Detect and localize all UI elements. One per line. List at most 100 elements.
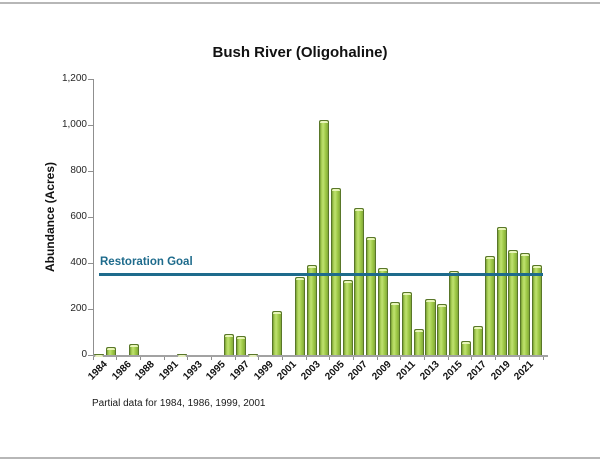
bar-top-highlight <box>177 355 186 358</box>
bar-1997 <box>236 336 247 355</box>
bar-top-highlight <box>355 208 364 211</box>
x-tick-label-2001: 2001 <box>275 359 300 383</box>
x-tick-label-1988: 1988 <box>133 359 158 383</box>
bar-2010 <box>389 302 400 355</box>
y-axis-tick-800 <box>88 170 93 172</box>
restoration-goal-line <box>99 273 543 277</box>
x-axis-tick <box>210 356 212 360</box>
bar-2008 <box>366 236 377 355</box>
bar-2019 <box>496 227 507 355</box>
x-axis-tick <box>116 356 118 360</box>
x-axis-tick <box>353 356 355 360</box>
bar-top-highlight <box>272 312 281 315</box>
x-tick-label-2011: 2011 <box>394 359 418 383</box>
top-divider <box>0 2 600 4</box>
bar-1987 <box>129 343 140 355</box>
bar-top-highlight <box>296 277 305 280</box>
x-axis-tick <box>471 356 473 360</box>
bar-2021 <box>520 252 531 355</box>
bar-top-highlight <box>438 305 447 308</box>
bar-2005 <box>330 188 341 355</box>
bar-2003 <box>307 265 318 355</box>
x-tick-label-1991: 1991 <box>157 359 181 383</box>
x-axis-tick <box>234 356 236 360</box>
x-tick-label-2003: 2003 <box>299 359 323 383</box>
bar-top-highlight <box>237 337 246 340</box>
bar-2020 <box>508 250 519 355</box>
bar-2016 <box>461 341 472 355</box>
bar-top-highlight <box>462 342 471 345</box>
y-axis-tick-1,200 <box>88 78 93 80</box>
x-axis-tick <box>542 356 544 360</box>
bar-top-highlight <box>106 347 115 350</box>
x-axis-tick <box>495 356 497 360</box>
bar-top-highlight <box>450 272 459 275</box>
bar-2011 <box>401 291 412 355</box>
x-axis-tick <box>92 356 94 360</box>
bar-2004 <box>318 120 329 355</box>
x-axis-tick <box>281 356 283 360</box>
x-axis-tick <box>258 356 260 360</box>
bar-top-highlight <box>308 266 317 269</box>
y-tick-label-200: 200 <box>70 303 87 314</box>
x-axis-tick <box>518 356 520 360</box>
x-tick-label-1997: 1997 <box>228 359 252 383</box>
y-axis-tick-0 <box>88 354 93 356</box>
x-tick-label-2015: 2015 <box>441 359 465 383</box>
x-axis-tick <box>139 356 141 360</box>
y-axis-line <box>92 79 94 356</box>
y-tick-label-1,200: 1,200 <box>61 73 87 84</box>
bar-top-highlight <box>390 303 399 306</box>
bar-top-highlight <box>426 299 435 302</box>
x-tick-label-2019: 2019 <box>488 359 513 383</box>
bottom-divider <box>0 457 600 459</box>
bar-top-highlight <box>343 281 352 284</box>
chart-title: Bush River (Oligohaline) <box>212 44 388 61</box>
bar-top-highlight <box>248 355 257 358</box>
bar-2009 <box>378 267 389 355</box>
x-tick-label-1999: 1999 <box>251 359 276 383</box>
bar-top-highlight <box>94 355 103 358</box>
x-tick-label-2017: 2017 <box>465 359 489 383</box>
bar-top-highlight <box>485 257 494 260</box>
partial-data-footnote: Partial data for 1984, 1986, 1999, 2001 <box>92 398 266 409</box>
bar-top-highlight <box>497 228 506 231</box>
y-tick-label-400: 400 <box>70 257 87 268</box>
x-axis-line <box>92 354 548 357</box>
x-axis-tick <box>447 356 449 360</box>
x-tick-label-1984: 1984 <box>86 359 110 383</box>
x-axis-tick <box>424 356 426 360</box>
bar-top-highlight <box>521 253 530 256</box>
x-axis-tick <box>187 356 189 360</box>
restoration-goal-label: Restoration Goal <box>100 256 193 268</box>
bar-2017 <box>472 326 483 355</box>
x-tick-label-2021: 2021 <box>512 359 537 383</box>
y-tick-label-800: 800 <box>70 165 87 176</box>
bar-2002 <box>295 276 306 355</box>
x-tick-label-1986: 1986 <box>109 359 134 383</box>
bar-top-highlight <box>367 237 376 240</box>
y-tick-label-0: 0 <box>81 349 87 360</box>
x-tick-label-1995: 1995 <box>204 359 229 383</box>
y-axis-tick-400 <box>88 262 93 264</box>
x-axis-tick <box>163 356 165 360</box>
bar-top-highlight <box>319 121 328 124</box>
x-tick-label-2007: 2007 <box>346 359 371 383</box>
x-tick-label-2005: 2005 <box>323 359 347 383</box>
y-axis-tick-600 <box>88 216 93 218</box>
bar-2014 <box>437 304 448 355</box>
bar-2022 <box>532 265 543 355</box>
bar-top-highlight <box>473 327 482 330</box>
bar-top-highlight <box>509 251 518 254</box>
bar-2015 <box>449 271 460 355</box>
bar-1992 <box>176 354 187 358</box>
bar-1984 <box>93 354 104 358</box>
bar-top-highlight <box>225 334 234 337</box>
bar-2012 <box>413 328 424 355</box>
bar-2018 <box>484 256 495 355</box>
bar-1985 <box>105 346 116 355</box>
y-axis-tick-200 <box>88 308 93 310</box>
bar-top-highlight <box>130 344 139 347</box>
bar-1998 <box>247 354 258 358</box>
